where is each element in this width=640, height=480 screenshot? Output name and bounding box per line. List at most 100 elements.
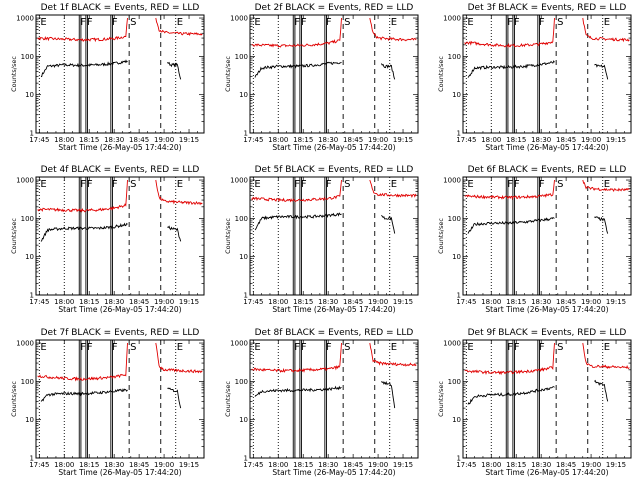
marker-label-S: S (344, 17, 350, 28)
y-axis-label: Counts/sec (437, 381, 445, 417)
marker-label-S: S (130, 342, 136, 353)
events-series-line (467, 216, 555, 234)
y-tick-label: 10 (239, 91, 248, 99)
x-tick-label: 18:45 (129, 136, 149, 144)
y-tick-label: 1 (244, 455, 248, 463)
events-series-line (594, 63, 609, 80)
y-tick-label: 100 (235, 215, 248, 223)
y-tick-label: 1 (244, 292, 248, 300)
y-tick-label: 10 (239, 416, 248, 424)
x-tick-label: 18:00 (268, 298, 288, 306)
x-tick-label: 18:00 (54, 461, 74, 469)
x-tick-label: 19:00 (368, 136, 388, 144)
detector-panel-3: Det 3f BLACK = Events, RED = LLD 1 10 100 10… (437, 3, 632, 152)
x-tick-label: 19:15 (606, 461, 626, 469)
y-tick-label: 10 (452, 253, 461, 261)
x-tick-label: 17:45 (243, 298, 263, 306)
lld-series-line (251, 17, 342, 48)
marker-label-S: S (344, 179, 350, 190)
events-series-line (254, 61, 342, 78)
lld-series-line (464, 342, 555, 376)
marker-label-E: E (254, 17, 260, 28)
x-tick-label: 19:00 (154, 298, 174, 306)
x-tick-label: 19:00 (581, 461, 601, 469)
x-tick-label: 18:45 (343, 136, 363, 144)
x-tick-label: 19:00 (368, 298, 388, 306)
marker-label-E: E (467, 342, 473, 353)
x-tick-label: 18:30 (531, 461, 551, 469)
marker-label-F: F (87, 342, 93, 353)
x-tick-label: 19:15 (179, 461, 199, 469)
x-tick-label: 18:30 (104, 298, 124, 306)
marker-label-F: F (539, 342, 545, 353)
lld-series-line (37, 342, 128, 382)
x-tick-label: 18:45 (556, 298, 576, 306)
panel-title: Det 5f BLACK = Events, RED = LLD (255, 165, 414, 175)
events-series-line (167, 387, 182, 409)
detector-panel-8: Det 8f BLACK = Events, RED = LLD 1 10 100 10… (224, 328, 419, 477)
x-tick-label: 17:45 (29, 298, 49, 306)
y-tick-label: 100 (21, 215, 34, 223)
x-tick-label: 18:00 (54, 298, 74, 306)
marker-label-F: F (301, 17, 307, 28)
lld-series-line (369, 179, 417, 198)
marker-label-E: E (391, 342, 397, 353)
lld-series-line (155, 179, 203, 206)
y-tick-label: 100 (448, 215, 461, 223)
x-tick-label: 17:45 (243, 461, 263, 469)
plot-frame (249, 339, 419, 459)
marker-label-E: E (391, 17, 397, 28)
lld-series-line (37, 179, 128, 213)
y-tick-label: 1 (30, 455, 34, 463)
x-tick-label: 18:00 (54, 136, 74, 144)
y-axis-label: Counts/sec (224, 218, 232, 254)
lld-series-line (251, 179, 342, 203)
marker-label-F: F (80, 179, 86, 190)
x-tick-label: 18:30 (104, 461, 124, 469)
y-tick-label: 100 (235, 53, 248, 61)
events-series-line (594, 379, 609, 402)
marker-label-F: F (514, 179, 520, 190)
x-tick-label: 17:45 (243, 136, 263, 144)
marker-label-F: F (326, 342, 332, 353)
y-tick-label: 1000 (16, 15, 34, 23)
marker-label-E: E (467, 17, 473, 28)
detector-panel-5: Det 5f BLACK = Events, RED = LLD 1 10 100 10… (224, 165, 419, 314)
events-series-line (381, 215, 396, 234)
panel-title: Det 1f BLACK = Events, RED = LLD (41, 3, 200, 13)
y-tick-label: 100 (21, 53, 34, 61)
plot-frame (249, 14, 419, 134)
y-tick-label: 10 (25, 253, 34, 261)
x-tick-label: 18:30 (318, 461, 338, 469)
panel-title: Det 6f BLACK = Events, RED = LLD (468, 165, 627, 175)
x-tick-label: 17:45 (29, 136, 49, 144)
x-tick-label: 18:00 (268, 461, 288, 469)
detector-panel-7: Det 7f BLACK = Events, RED = LLD 1 10 100 10… (10, 328, 205, 477)
marker-label-F: F (294, 342, 300, 353)
x-axis-label: Start Time (26-May-05 17:44:20) (58, 468, 181, 477)
x-tick-label: 19:00 (581, 136, 601, 144)
x-tick-label: 19:00 (581, 298, 601, 306)
x-tick-label: 18:30 (104, 136, 124, 144)
marker-label-F: F (507, 179, 513, 190)
y-tick-label: 1000 (230, 15, 248, 23)
x-tick-label: 18:30 (318, 136, 338, 144)
marker-label-F: F (326, 179, 332, 190)
marker-label-E: E (254, 342, 260, 353)
y-tick-label: 100 (448, 53, 461, 61)
marker-label-F: F (80, 17, 86, 28)
x-tick-label: 18:45 (129, 298, 149, 306)
panel-title: Det 2f BLACK = Events, RED = LLD (255, 3, 414, 13)
marker-label-E: E (391, 179, 397, 190)
y-tick-label: 10 (239, 253, 248, 261)
marker-label-S: S (130, 179, 136, 190)
x-tick-label: 18:15 (79, 298, 99, 306)
y-tick-label: 1000 (443, 177, 461, 185)
x-tick-label: 18:15 (506, 461, 526, 469)
events-series-line (254, 385, 342, 397)
x-tick-label: 18:00 (481, 298, 501, 306)
y-tick-label: 1000 (443, 340, 461, 348)
y-tick-label: 1000 (230, 340, 248, 348)
x-axis-label: Start Time (26-May-05 17:44:20) (485, 143, 608, 152)
x-tick-label: 17:45 (456, 298, 476, 306)
